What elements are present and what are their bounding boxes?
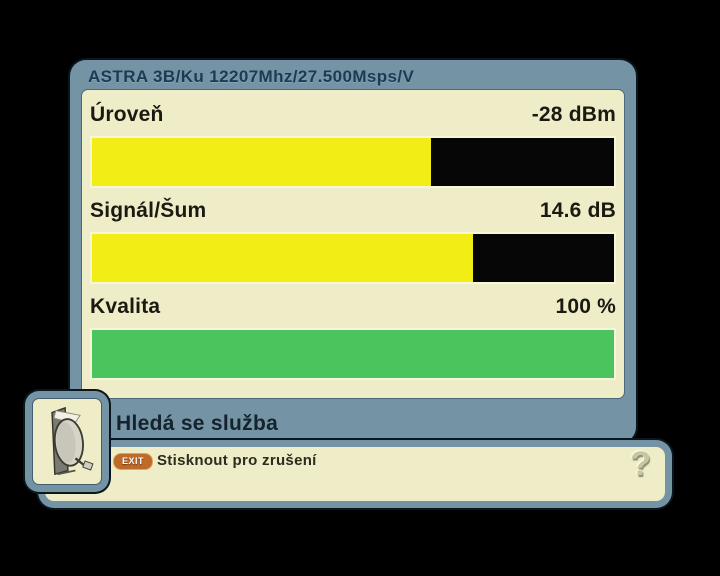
signal-info-dialog: ASTRA 3B/Ku 12207Mhz/27.500Msps/V Úroveň… — [70, 60, 636, 443]
quality-meter-bar — [90, 328, 616, 380]
quality-row: Kvalita 100 % — [90, 292, 616, 322]
question-mark-icon[interactable]: ? — [630, 445, 651, 483]
snr-label: Signál/Šum — [90, 199, 207, 222]
signal-meters-panel: Úroveň -28 dBm Signál/Šum 14.6 dB Kvalit… — [82, 90, 624, 398]
status-strip: Hledá se služba — [116, 408, 278, 440]
satellite-dish-icon — [51, 406, 94, 476]
exit-key-badge[interactable]: EXIT — [113, 453, 154, 470]
level-row: Úroveň -28 dBm — [90, 100, 616, 130]
hint-text: Stisknout pro zrušení — [157, 452, 317, 469]
level-meter-bar — [90, 136, 616, 188]
dialog-title-bar: ASTRA 3B/Ku 12207Mhz/27.500Msps/V — [80, 64, 626, 90]
quality-label: Kvalita — [90, 295, 161, 318]
quality-value: 100 % — [555, 295, 616, 318]
snr-meter-bar — [90, 232, 616, 284]
level-meter-fill — [92, 138, 432, 186]
satellite-dish-icon-frame — [33, 399, 101, 484]
quality-meter-fill — [92, 330, 614, 378]
snr-row: Signál/Šum 14.6 dB — [90, 196, 616, 226]
status-message: Hledá se služba — [116, 412, 279, 435]
hint-bar-inner: EXIT Stisknout pro zrušení ? — [45, 445, 665, 501]
snr-value: 14.6 dB — [539, 199, 616, 222]
level-value: -28 dBm — [531, 103, 616, 126]
snr-meter-fill — [92, 234, 474, 282]
level-label: Úroveň — [90, 103, 164, 126]
transponder-title: ASTRA 3B/Ku 12207Mhz/27.500Msps/V — [88, 67, 415, 86]
hint-bar: EXIT Stisknout pro zrušení ? — [38, 440, 672, 508]
satellite-dish-icon-box — [25, 391, 109, 492]
